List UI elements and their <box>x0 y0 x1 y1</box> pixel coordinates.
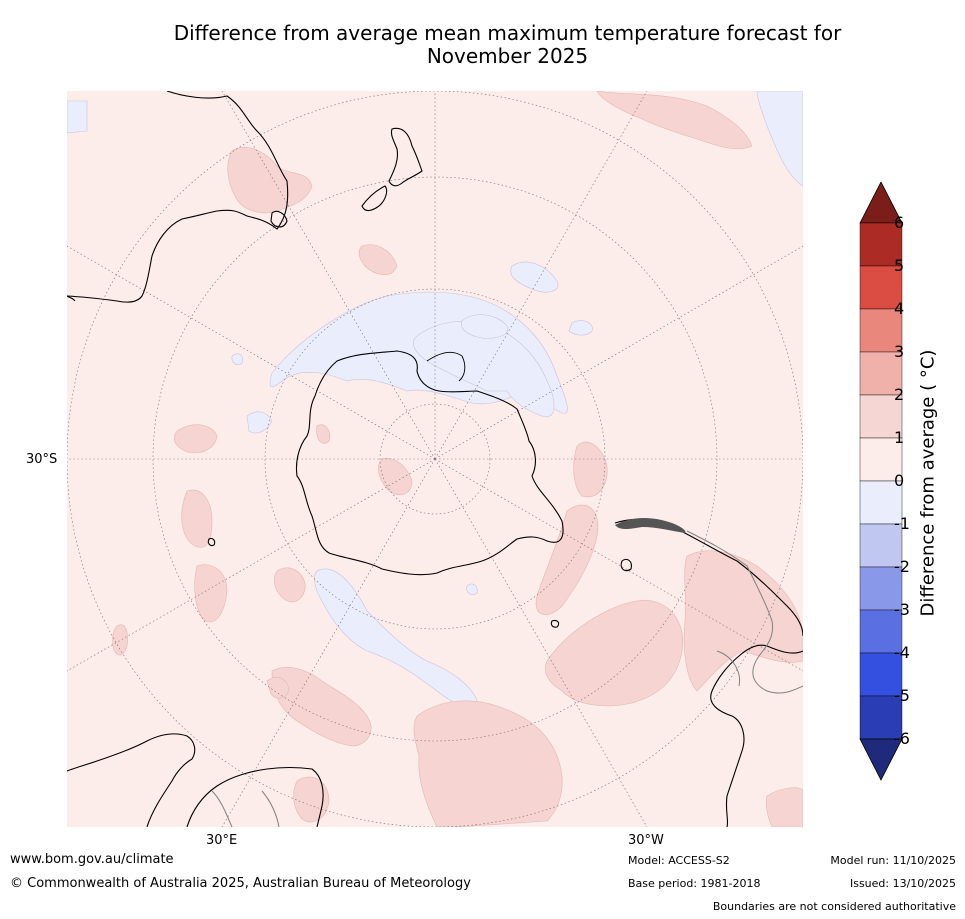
coast-south-america-islands <box>620 558 632 572</box>
coast-antarctica <box>295 350 564 576</box>
boundary-south-america <box>686 530 803 694</box>
graticule <box>67 91 803 827</box>
colorbar-tick-label: 5 <box>894 256 905 275</box>
cool-region-northeast <box>756 91 803 187</box>
warm-region-small-a <box>112 624 128 656</box>
colorbar-tick-label: 1 <box>894 428 905 447</box>
warm-anomaly-regions <box>112 91 803 827</box>
warm-region-atlantic-ne <box>596 91 753 150</box>
colorbar-tick-label: -2 <box>894 557 910 576</box>
colorbar-segment <box>859 566 903 611</box>
cool-region-small-1 <box>510 261 559 293</box>
warm-region-small-e <box>273 567 306 603</box>
warm-region-australia <box>227 146 313 214</box>
colorbar-title: Difference from average ( °C) <box>917 349 939 617</box>
issued-date: Issued: 13/10/2025 <box>849 877 956 890</box>
cool-region-small-5 <box>231 353 244 365</box>
warm-region-atlantic-band <box>535 504 599 615</box>
warm-region-south-africa <box>545 600 684 707</box>
title-line-1: Difference from average mean maximum tem… <box>173 21 842 45</box>
colorbar-tick-label: 6 <box>894 213 905 232</box>
coast-tasmania <box>270 210 288 228</box>
warm-region-south-america <box>683 550 803 692</box>
website-link[interactable]: www.bom.gov.au/climate <box>10 852 174 867</box>
colorbar-tick-label: 2 <box>894 385 905 404</box>
coast-antarctic-peninsula <box>426 351 466 382</box>
cool-region-small-4 <box>246 411 273 434</box>
warm-region-west-1 <box>173 424 218 454</box>
polar-map[interactable] <box>67 91 803 827</box>
cool-region-small-2 <box>568 320 593 336</box>
title-line-2: November 2025 <box>426 44 589 68</box>
colorbar-svg <box>859 181 903 781</box>
boundary-disclaimer: Boundaries are not considered authoritat… <box>712 900 956 913</box>
colorbar-tick-label: -5 <box>894 686 910 705</box>
cool-region-small-6 <box>466 583 478 595</box>
colorbar-segment <box>859 523 903 568</box>
boundaries <box>211 530 803 827</box>
cool-region-west-edge <box>67 100 88 134</box>
copyright-text: © Commonwealth of Australia 2025, Austra… <box>10 876 471 891</box>
boundary-africa <box>211 790 280 827</box>
warm-region-south <box>266 677 290 699</box>
colorbar-segment <box>859 265 903 310</box>
colorbar-tick-label: -1 <box>894 514 910 533</box>
coast-africa <box>67 733 196 827</box>
colorbar-tick-label: 0 <box>894 471 905 490</box>
coast-new-zealand-north <box>388 127 423 187</box>
lon-tick-label-east: 30°E <box>206 833 238 848</box>
cool-anomaly-regions <box>67 91 803 706</box>
colorbar-tick-label: -3 <box>894 600 910 619</box>
colorbar-tick-label: -6 <box>894 729 910 748</box>
warm-region-southeast <box>765 787 803 827</box>
warm-region-southwest-blob <box>293 776 330 823</box>
colorbar-extend-bottom <box>859 738 903 781</box>
warm-region-indian-ocean <box>413 700 563 827</box>
map-title: Difference from average mean maximum tem… <box>60 22 955 68</box>
colorbar-segment <box>859 308 903 353</box>
model-run: Model run: 11/10/2025 <box>830 854 956 867</box>
andes-relief <box>615 517 686 533</box>
coast-africa-south <box>186 766 324 827</box>
lat-tick-label: 30°S <box>26 452 58 467</box>
colorbar-tick-label: -4 <box>894 643 910 662</box>
cool-region-small-3 <box>461 314 509 339</box>
lon-tick-label-west: 30°W <box>628 833 664 848</box>
colorbar-segment <box>859 351 903 396</box>
warm-region-pacific-w1 <box>181 489 213 548</box>
colorbar-segment <box>859 652 903 697</box>
warm-region-small-nz <box>316 424 330 444</box>
map-svg <box>67 91 803 827</box>
colorbar-segment <box>859 480 903 525</box>
boundary-south-america-2 <box>716 650 741 687</box>
model-name: Model: ACCESS-S2 <box>628 854 730 867</box>
colorbar-segment <box>859 437 903 482</box>
warm-region-drake <box>573 441 608 498</box>
colorbar-segment <box>859 394 903 439</box>
warm-region-nz-north <box>358 244 398 275</box>
colorbar-segment <box>859 695 903 740</box>
colorbar-tick-label: 3 <box>894 342 905 361</box>
coast-australia <box>67 91 289 303</box>
coastlines <box>67 91 803 827</box>
coast-small-islands <box>67 295 560 628</box>
base-period: Base period: 1981-2018 <box>628 877 761 890</box>
colorbar <box>858 181 906 782</box>
coast-new-zealand-south <box>361 185 388 212</box>
colorbar-tick-label: 4 <box>894 299 905 318</box>
